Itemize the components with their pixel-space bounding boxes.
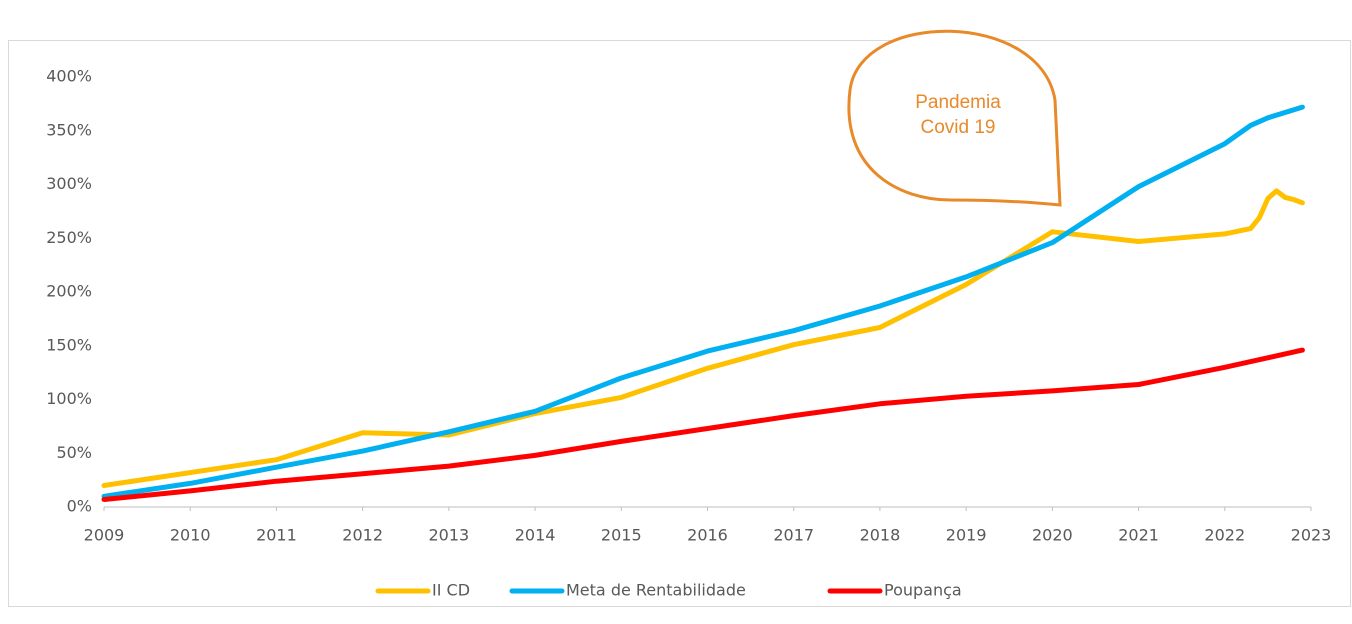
callout-bubble [847,29,1062,207]
y-tick-label: 0% [67,497,92,516]
chart-border [8,40,1351,607]
annotation: Pandemia [915,92,1001,113]
y-tick-label: 200% [46,282,92,301]
annotation: Covid 19 [921,117,996,138]
x-tick-label: 2014 [515,526,556,545]
x-tick-label: 2016 [687,526,728,545]
legend-label: Poupança [884,581,962,600]
x-tick-label: 2023 [1291,526,1332,545]
series-line [101,347,1305,502]
y-tick-label: 50% [56,443,92,462]
x-tick-label: 2011 [256,526,297,545]
y-tick-label: 250% [46,228,92,247]
x-tick-label: 2015 [601,526,642,545]
legend-label: II CD [432,581,470,600]
y-tick-label: 300% [46,174,92,193]
x-tick-label: 2022 [1204,526,1245,545]
x-tick-label: 2010 [170,526,211,545]
y-tick-label: 350% [46,120,92,139]
legend-label: Meta de Rentabilidade [566,581,746,600]
series-line [101,104,1305,499]
x-tick-label: 2013 [428,526,469,545]
y-tick-label: 150% [46,335,92,354]
x-tick-label: 2012 [342,526,383,545]
x-tick-label: 2018 [860,526,901,545]
x-tick-label: 2009 [84,526,125,545]
y-tick-label: 100% [46,389,92,408]
x-tick-label: 2020 [1032,526,1073,545]
x-tick-label: 2021 [1118,526,1159,545]
y-tick-label: 400% [46,67,92,86]
x-tick-label: 2019 [946,526,987,545]
x-tick-label: 2017 [773,526,814,545]
